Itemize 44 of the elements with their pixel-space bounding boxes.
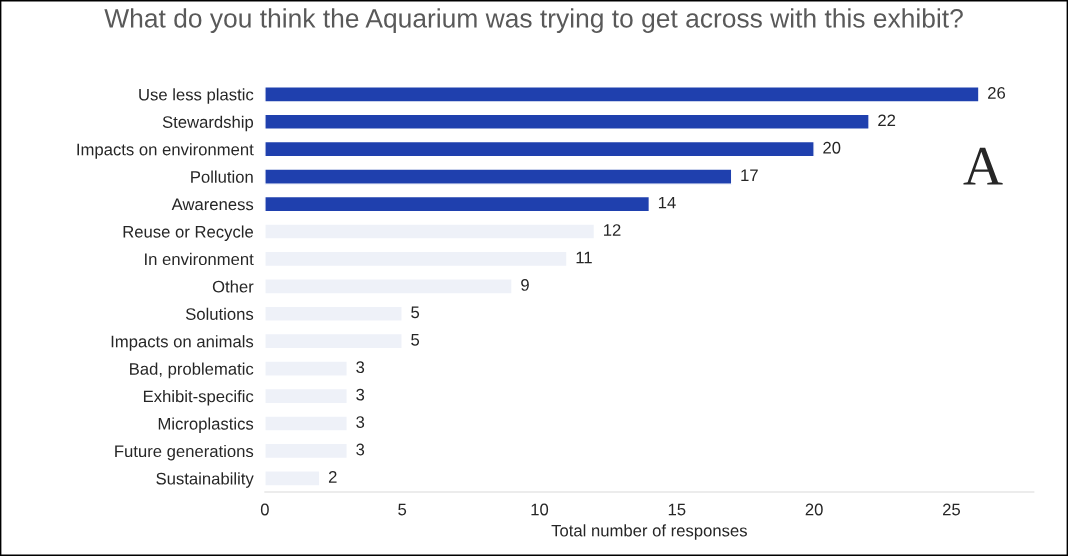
y-tick-label: Future generations (115, 444, 254, 461)
data-label: 9 (521, 279, 529, 291)
y-tick-label: Stewardship (162, 115, 254, 132)
y-tick-label: Pollution (191, 170, 253, 183)
data-label: 26 (988, 87, 1006, 99)
bar (264, 140, 815, 158)
data-label: 3 (356, 361, 365, 374)
y-tick-label: Impacts on animals (111, 335, 254, 351)
data-label: 14 (658, 196, 676, 209)
bar (264, 113, 870, 131)
x-tick-label: 20 (805, 503, 823, 516)
y-tick-label: Exhibit-specific (143, 390, 254, 406)
data-label: 2 (328, 471, 337, 483)
x-tick-label: 5 (398, 503, 407, 516)
y-tick-label: Sustainability (156, 472, 254, 488)
x-tick-label: 0 (260, 503, 269, 516)
y-tick-label: In environment (145, 252, 254, 266)
chart-title: What do you think the Aquarium was trying to get across with this exhibit? (104, 8, 963, 33)
y-tick-label: Bad, problematic (130, 362, 254, 379)
y-tick-label: Impacts on environment (77, 143, 254, 159)
data-label: 12 (604, 224, 621, 236)
annotation: A (963, 147, 1003, 185)
x-tick-label: 15 (668, 503, 686, 516)
y-tick-label: Use less plastic (139, 88, 254, 104)
x-tick-label: 10 (531, 503, 549, 516)
y-tick-label: Solutions (185, 307, 254, 320)
data-label: 22 (878, 114, 896, 127)
data-label: 5 (411, 306, 420, 319)
bar (264, 195, 651, 213)
data-label: 5 (411, 334, 420, 346)
y-tick-label: Reuse or Recycle (123, 225, 254, 241)
x-axis-title: Total number of responses (551, 524, 747, 540)
bar (264, 86, 980, 103)
y-tick-label: Awareness (171, 198, 254, 211)
data-label: 3 (356, 443, 365, 456)
y-tick-label: Microplastics (158, 417, 254, 433)
data-label: 20 (823, 141, 841, 154)
x-tick-label: 25 (943, 503, 961, 516)
bar (264, 168, 733, 185)
data-label: 11 (576, 251, 592, 264)
y-tick-label: Other (212, 280, 254, 293)
data-label: 3 (356, 388, 365, 401)
data-label: 17 (741, 169, 758, 181)
data-label: 3 (356, 416, 365, 428)
